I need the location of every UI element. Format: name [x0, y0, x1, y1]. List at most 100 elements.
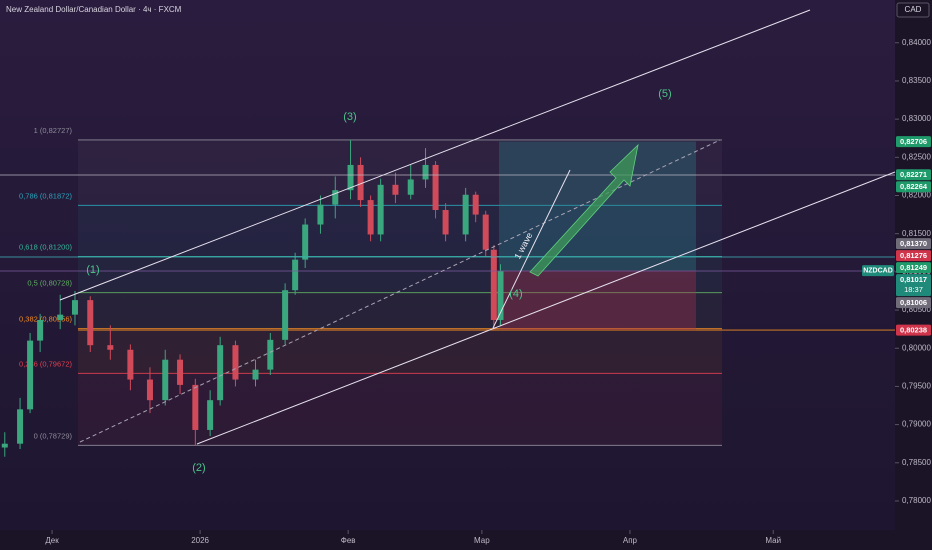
price-tag	[896, 324, 931, 336]
candle-body	[357, 164, 364, 201]
candle-body	[377, 184, 384, 235]
price-tag	[896, 262, 931, 274]
position-group	[499, 141, 696, 331]
candle-body	[442, 210, 449, 235]
candle-body	[347, 164, 354, 191]
price-tag-label: 0,81017	[900, 275, 927, 284]
candle-body	[232, 345, 239, 380]
candle-body	[57, 314, 64, 320]
candle-body	[317, 204, 324, 225]
x-tick-label: 2026	[191, 536, 209, 545]
fib-label: 0,382 (0,80256)	[19, 315, 72, 324]
loss-zone	[499, 270, 696, 331]
y-tick-label: 0,82500	[902, 152, 931, 161]
fib-label: 0,236 (0,79672)	[19, 359, 72, 368]
candles-group	[1, 139, 504, 457]
y-tick-label: 0,78500	[902, 458, 931, 467]
wave-label: (2)	[192, 462, 205, 474]
candle-body	[367, 200, 374, 235]
wave-label: (5)	[658, 88, 671, 100]
price-tag-label: 0,81370	[900, 239, 927, 248]
candle-body	[462, 194, 469, 235]
price-tag	[896, 274, 931, 297]
fib-zone	[78, 373, 722, 446]
candle-body	[267, 339, 274, 370]
fib-zone	[78, 328, 722, 374]
time-axis	[0, 530, 895, 550]
candle-body	[422, 164, 429, 180]
target-arrow	[529, 143, 639, 277]
candle-body	[392, 184, 399, 195]
wave-label: (3)	[343, 111, 356, 123]
symbol-tag	[862, 265, 894, 277]
y-tick-label: 0,80000	[902, 343, 931, 352]
x-tick-label: Мар	[474, 536, 490, 545]
candle-body	[217, 345, 224, 401]
price-tag	[896, 238, 931, 250]
candle-body	[177, 359, 184, 385]
price-tag	[896, 181, 931, 193]
channel-lower	[196, 171, 896, 445]
fib-label: 0,5 (0,80728)	[27, 279, 72, 288]
fib-zone	[78, 292, 722, 329]
symbol-label: NZDCAD	[863, 267, 893, 274]
price-tag	[896, 136, 931, 148]
price-tag-label: 0,82271	[900, 170, 927, 179]
y-tick-label: 0,80500	[902, 305, 931, 314]
candle-body	[407, 179, 414, 195]
candle-body	[127, 349, 134, 380]
candle-body	[252, 369, 259, 380]
candle-body	[292, 259, 299, 291]
countdown: 18:37	[904, 285, 923, 294]
candle-body	[107, 345, 114, 350]
price-tag-label: 0,80238	[900, 325, 927, 334]
price-tag	[896, 169, 931, 181]
wave-line	[492, 169, 571, 329]
currency: CAD	[905, 5, 922, 14]
y-tick-label: 0,81500	[902, 229, 931, 238]
candle-body	[37, 319, 44, 341]
candle-body	[497, 271, 504, 320]
candle-body	[302, 224, 309, 260]
currency-box	[896, 2, 930, 18]
chart-title: New Zealand Dollar/Canadian Dollar · 4ч …	[6, 5, 182, 14]
price-tag-label: 0,82706	[900, 137, 927, 146]
x-tick-label: Май	[765, 536, 781, 545]
wave-label: (4)	[509, 288, 522, 300]
price-tag-label: 0,82264	[900, 182, 928, 191]
candle-body	[432, 164, 439, 211]
fib-label: 0,786 (0,81872)	[19, 191, 72, 200]
fib-group: 1 (0,82727) 0,786 (0,81872) 0,618 (0,81200…	[19, 126, 895, 446]
price-tag-label: 0,81276	[900, 251, 927, 260]
x-tick-label: Фев	[341, 536, 356, 545]
axis-group: 0,78000 0,78500 0,79000 0,79500 0,80000 0,805…	[45, 38, 931, 545]
candle-body	[192, 384, 199, 430]
price-tag	[896, 297, 931, 309]
fib-label: 0,618 (0,81200)	[19, 243, 72, 252]
candle-body	[146, 379, 153, 401]
candle-body	[332, 190, 339, 205]
channel-upper	[59, 9, 811, 301]
candle-body	[17, 409, 24, 444]
wave-label: (1)	[86, 264, 99, 276]
y-tick-label: 0,79000	[902, 420, 931, 429]
fib-label: 0 (0,78729)	[34, 431, 73, 440]
x-tick-label: Дек	[45, 536, 59, 545]
y-tick-label: 0,84000	[902, 38, 931, 47]
candle-body	[482, 214, 489, 250]
fib-label: 1 (0,82727)	[34, 126, 73, 135]
y-tick-label: 0,78000	[902, 496, 931, 505]
candle-body	[162, 359, 169, 401]
y-tick-label: 0,83500	[902, 76, 931, 85]
y-tick-label: 0,83000	[902, 114, 931, 123]
price-tag	[896, 250, 931, 262]
price-tag-label: 0,81006	[900, 298, 927, 307]
drawings	[0, 9, 896, 445]
y-tick-label: 0,82000	[902, 191, 931, 200]
candle-body	[490, 249, 497, 320]
fib-zone	[78, 205, 722, 257]
price-tag-label: 0,81249	[900, 263, 927, 272]
y-tick-label: 0,79500	[902, 382, 931, 391]
